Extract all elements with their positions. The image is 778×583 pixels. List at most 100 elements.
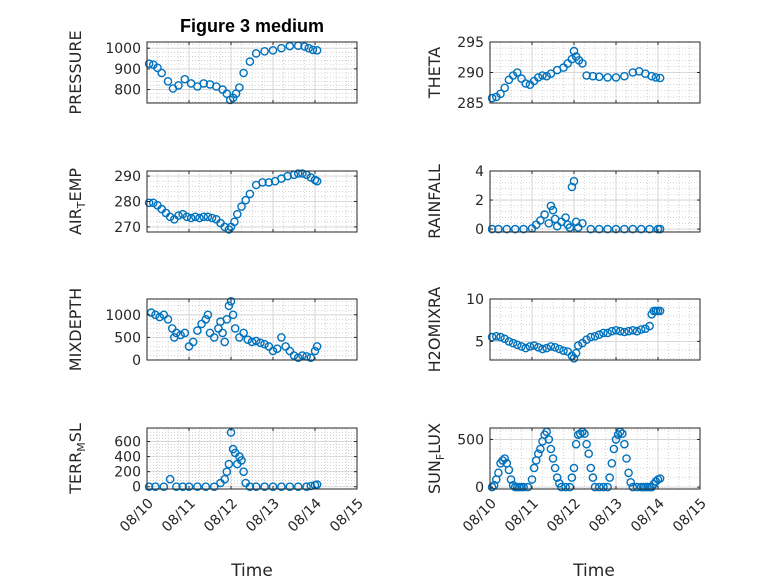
y-axis-label-main: MIXDEPTH	[66, 288, 85, 371]
data-point	[245, 57, 255, 66]
y-tick-label: 270	[114, 220, 141, 236]
data-point	[298, 169, 307, 178]
data-point	[487, 332, 497, 342]
data-point	[529, 341, 539, 350]
data-point	[258, 178, 267, 187]
y-tick-label: 900	[114, 62, 141, 78]
data-point	[534, 342, 543, 352]
data-point	[620, 71, 629, 81]
y-tick-label: 290	[457, 66, 484, 82]
data-point	[546, 342, 556, 351]
data-point	[260, 339, 269, 349]
data-point	[557, 482, 566, 492]
data-point	[544, 218, 554, 228]
axes-box	[489, 170, 701, 233]
data-point	[569, 463, 579, 473]
y-axis-label-main: H2OMIXRA	[425, 287, 444, 373]
data-point	[224, 459, 234, 469]
data-point	[260, 47, 269, 56]
data-point	[523, 482, 533, 492]
data-point	[180, 328, 190, 338]
data-point	[251, 49, 261, 58]
data-point	[268, 46, 278, 55]
y-axis-label-main: PRESSURE	[66, 30, 85, 114]
data-point	[226, 296, 236, 306]
data-point	[565, 223, 575, 232]
data-point	[146, 308, 156, 317]
y-tick-label: 500	[114, 330, 141, 346]
y-axis-label: RAINFALL	[425, 164, 444, 239]
data-point	[312, 480, 322, 489]
y-axis-label: PRESSURE	[66, 30, 85, 114]
data-point	[232, 209, 242, 219]
y-axis-label: H2OMIXRA	[425, 287, 444, 373]
data-point	[586, 463, 596, 473]
data-point	[620, 327, 629, 337]
data-point	[632, 326, 642, 336]
data-point	[494, 468, 503, 478]
data-point	[578, 59, 587, 68]
subplot-0: 800 900 1000 PRESSURE	[66, 30, 358, 115]
data-point	[220, 337, 229, 347]
data-point	[561, 482, 570, 492]
data-point	[641, 324, 650, 334]
data-point	[220, 474, 229, 484]
data-point	[245, 482, 255, 492]
data-point	[550, 342, 560, 352]
data-point	[251, 482, 261, 492]
axes-box	[489, 298, 701, 361]
data-point	[195, 213, 204, 223]
y-axis-label-subscript: M	[75, 442, 88, 452]
data-point	[508, 338, 518, 348]
data-point	[628, 482, 638, 492]
data-point	[178, 209, 187, 219]
data-point	[312, 46, 322, 55]
data-point	[239, 328, 248, 338]
data-point	[155, 312, 164, 322]
data-point	[144, 59, 154, 69]
data-point	[546, 69, 556, 78]
data-point	[306, 353, 316, 363]
y-tick-label: 290	[114, 169, 141, 185]
data-point	[540, 210, 549, 219]
data-point	[548, 454, 558, 463]
data-point	[207, 213, 217, 223]
data-point	[538, 344, 547, 354]
data-point	[504, 465, 514, 475]
data-point	[289, 351, 299, 360]
data-point	[590, 482, 600, 492]
data-point	[165, 474, 175, 484]
data-point	[651, 73, 661, 82]
y-tick-label: 10	[466, 292, 484, 308]
data-point	[222, 314, 232, 324]
data-point	[550, 463, 560, 473]
data-point	[193, 326, 202, 335]
data-point	[277, 333, 286, 342]
data-point	[628, 224, 638, 234]
y-tick-label: 500	[457, 432, 484, 448]
data-point	[304, 43, 314, 53]
data-point	[268, 346, 278, 356]
data-point	[615, 326, 625, 336]
data-point	[519, 482, 528, 492]
y-axis-label-main: SUN	[425, 460, 444, 494]
data-point	[628, 68, 638, 77]
data-point	[599, 328, 608, 338]
data-point	[308, 45, 318, 55]
data-point	[203, 310, 213, 320]
y-axis-label-main: THETA	[425, 47, 444, 99]
data-point	[542, 71, 552, 81]
data-point	[281, 342, 290, 351]
data-point	[559, 346, 568, 356]
y-tick-label: 800	[114, 83, 141, 99]
data-point	[645, 224, 654, 234]
axes-box	[146, 427, 358, 490]
data-point	[632, 482, 642, 492]
data-point	[517, 74, 526, 83]
data-point	[567, 473, 577, 482]
data-point	[605, 473, 615, 482]
data-point	[247, 337, 257, 347]
data-point	[203, 212, 213, 222]
